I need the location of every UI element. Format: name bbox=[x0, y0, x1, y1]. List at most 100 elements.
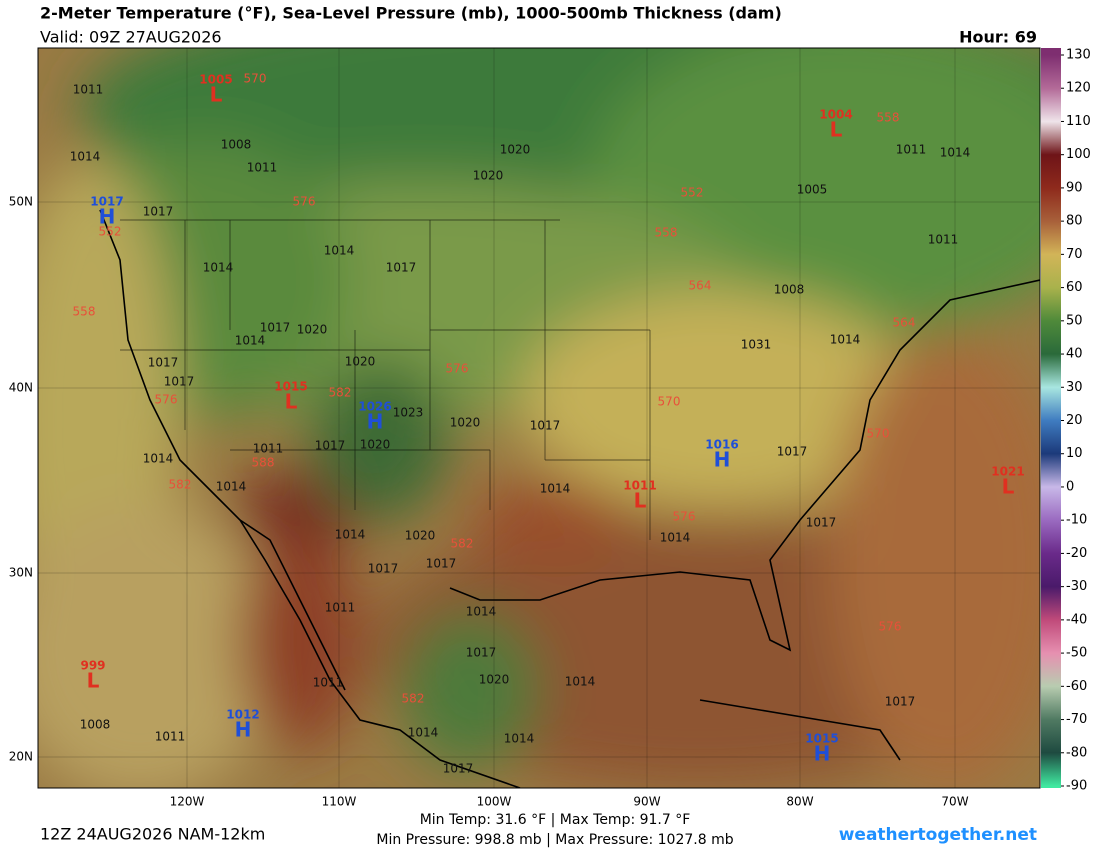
isobar-label: 1014 bbox=[203, 261, 234, 275]
isobar-label: 1017 bbox=[143, 205, 174, 219]
isobar-label: 1020 bbox=[297, 323, 328, 337]
pressure-value: 1015 bbox=[274, 380, 307, 394]
isobar-label: 1008 bbox=[221, 138, 252, 152]
isobar-label: 1020 bbox=[473, 169, 504, 183]
thickness-label: 576 bbox=[446, 362, 469, 376]
colorbar-label: 20 bbox=[1066, 413, 1083, 428]
colorbar-label: -90 bbox=[1066, 779, 1087, 794]
isobar-label: 1017 bbox=[315, 439, 346, 453]
colorbar-label: -70 bbox=[1066, 712, 1087, 727]
lon-label: 110W bbox=[322, 795, 357, 809]
thickness-label: 582 bbox=[169, 478, 192, 492]
thickness-label: 552 bbox=[99, 225, 122, 239]
colorbar-label: -40 bbox=[1066, 612, 1087, 627]
thickness-label: 582 bbox=[329, 386, 352, 400]
pressure-stats: Min Pressure: 998.8 mb | Max Pressure: 1… bbox=[376, 832, 733, 848]
colorbar-label: 90 bbox=[1066, 180, 1083, 195]
isobar-label: 1031 bbox=[741, 338, 772, 352]
isobar-label: 1014 bbox=[324, 244, 355, 258]
thickness-label: 582 bbox=[402, 692, 425, 706]
isobar-label: 1014 bbox=[408, 726, 439, 740]
colorbar-label: 110 bbox=[1066, 114, 1091, 129]
pressure-letter: L bbox=[210, 83, 223, 107]
isobar-label: 1014 bbox=[70, 150, 101, 164]
isobar-label: 1020 bbox=[345, 355, 376, 369]
pressure-letter: H bbox=[99, 205, 116, 229]
pressure-value: 1012 bbox=[226, 708, 259, 722]
pressure-value: 999 bbox=[80, 659, 105, 673]
thickness-label: 558 bbox=[73, 305, 96, 319]
colorbar-label: 0 bbox=[1066, 479, 1074, 494]
thickness-label: 576 bbox=[293, 195, 316, 209]
isobar-label: 1017 bbox=[148, 356, 179, 370]
isobar-label: 1020 bbox=[450, 416, 481, 430]
pressure-value: 1016 bbox=[705, 438, 738, 452]
lon-label: 90W bbox=[633, 795, 660, 809]
lat-label: 50N bbox=[9, 195, 33, 209]
model-run: 12Z 24AUG2026 NAM-12km bbox=[40, 825, 265, 844]
colorbar-label: 30 bbox=[1066, 380, 1083, 395]
isobar-label: 1017 bbox=[426, 557, 457, 571]
site-link[interactable]: weathertogether.net bbox=[839, 825, 1037, 845]
colorbar-label: 130 bbox=[1066, 48, 1091, 63]
isobar-label: 1008 bbox=[80, 718, 111, 732]
pressure-letter: H bbox=[235, 718, 252, 742]
isobar-label: 1014 bbox=[216, 480, 247, 494]
lat-label: 30N bbox=[9, 566, 33, 580]
lon-label: 80W bbox=[786, 795, 813, 809]
colorbar-label: -10 bbox=[1066, 513, 1087, 528]
map-frame bbox=[37, 47, 1041, 789]
isobar-label: 1017 bbox=[443, 762, 474, 776]
colorbar bbox=[1041, 48, 1061, 788]
title: 2-Meter Temperature (°F), Sea-Level Pres… bbox=[40, 4, 782, 23]
pressure-letter: H bbox=[714, 448, 731, 472]
valid-time: Valid: 09Z 27AUG2026 bbox=[40, 28, 222, 47]
pressure-value: 1017 bbox=[90, 195, 123, 209]
colorbar-label: -80 bbox=[1066, 745, 1087, 760]
pressure-value: 1011 bbox=[623, 479, 656, 493]
isobar-label: 1011 bbox=[313, 676, 344, 690]
colorbar-label: 10 bbox=[1066, 446, 1083, 461]
pressure-value: 1005 bbox=[199, 73, 232, 87]
isobar-label: 1017 bbox=[530, 419, 561, 433]
isobar-label: 1011 bbox=[73, 83, 104, 97]
isobar-label: 1005 bbox=[797, 183, 828, 197]
lon-label: 120W bbox=[170, 795, 205, 809]
map-field bbox=[38, 48, 1040, 788]
thickness-label: 570 bbox=[658, 395, 681, 409]
isobar-label: 1014 bbox=[830, 333, 861, 347]
temp-stats: Min Temp: 31.6 °F | Max Temp: 91.7 °F bbox=[420, 812, 691, 828]
colorbar-label: -20 bbox=[1066, 546, 1087, 561]
isobar-label: 1014 bbox=[504, 732, 535, 746]
isobar-label: 1017 bbox=[260, 321, 291, 335]
isobar-label: 1011 bbox=[928, 233, 959, 247]
isobar-label: 1014 bbox=[660, 531, 691, 545]
pressure-letter: L bbox=[634, 489, 647, 513]
isobar-label: 1014 bbox=[565, 675, 596, 689]
isobar-label: 1014 bbox=[235, 334, 266, 348]
pressure-value: 1026 bbox=[358, 400, 391, 414]
state-borders bbox=[120, 219, 651, 540]
thickness-label: 576 bbox=[879, 620, 902, 634]
isobar-label: 1011 bbox=[896, 143, 927, 157]
lon-label: 100W bbox=[477, 795, 512, 809]
isobar-label: 1020 bbox=[405, 529, 436, 543]
forecast-hour: Hour: 69 bbox=[959, 28, 1037, 47]
isobar-label: 1011 bbox=[247, 161, 278, 175]
thickness-label: 570 bbox=[244, 72, 267, 86]
isobar-label: 1014 bbox=[143, 452, 174, 466]
isobar-label: 1011 bbox=[253, 442, 284, 456]
isobar-label: 1014 bbox=[466, 605, 497, 619]
isobar-label: 1011 bbox=[155, 730, 186, 744]
isobar-label: 1014 bbox=[940, 146, 971, 160]
pressure-letter: L bbox=[830, 118, 843, 142]
colorbar-label: -50 bbox=[1066, 646, 1087, 661]
isobar-label: 1014 bbox=[540, 482, 571, 496]
colorbar-label: 60 bbox=[1066, 280, 1083, 295]
colorbar-label: -30 bbox=[1066, 579, 1087, 594]
thickness-label: 558 bbox=[655, 226, 678, 240]
lat-label: 20N bbox=[9, 750, 33, 764]
thickness-label: 588 bbox=[252, 456, 275, 470]
colorbar-label: 80 bbox=[1066, 214, 1083, 229]
